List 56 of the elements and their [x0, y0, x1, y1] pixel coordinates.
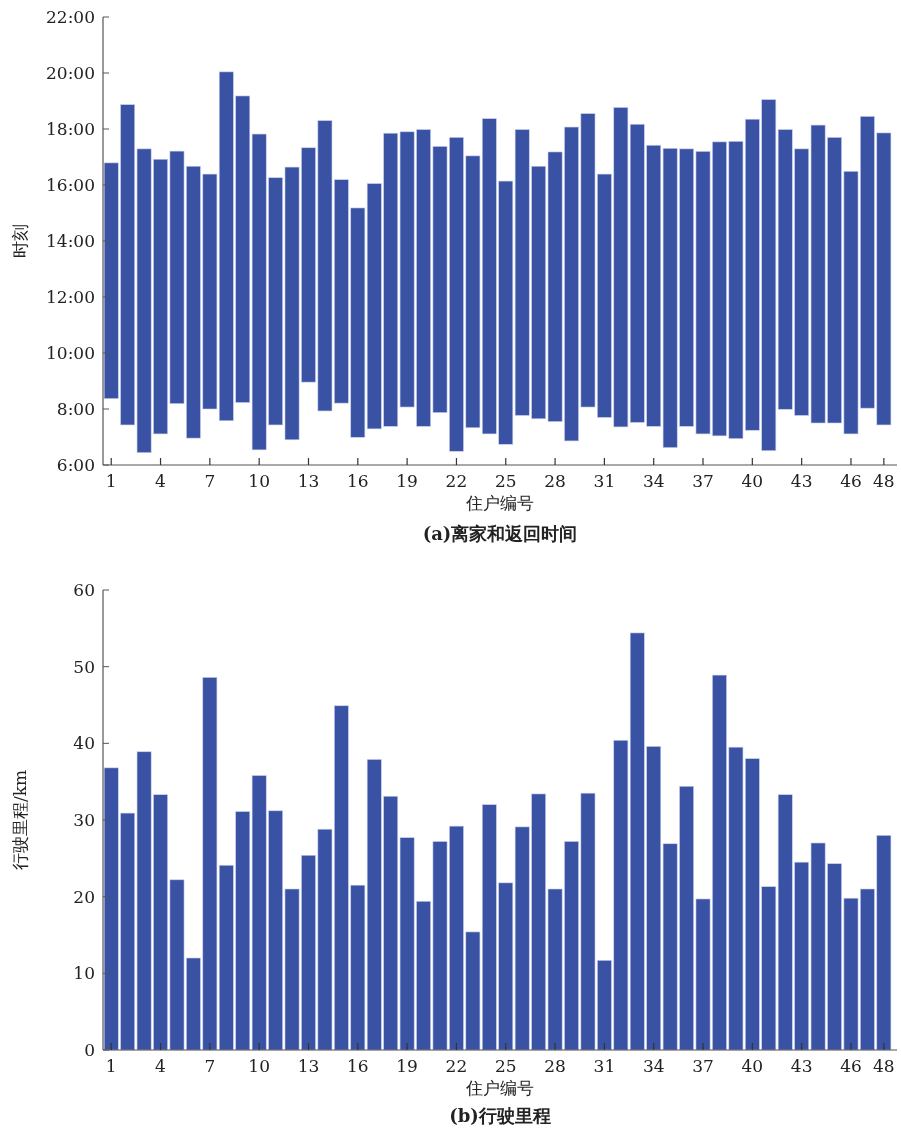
x-tick-label: 40 — [741, 1056, 764, 1076]
x-tick-label: 28 — [544, 471, 566, 491]
x-tick-label: 16 — [346, 471, 369, 491]
y-tick-label: 14:00 — [46, 231, 95, 251]
y-tick-label: 8:00 — [56, 399, 95, 419]
y-tick-label: 40 — [73, 733, 95, 754]
x-tick-label: 1 — [105, 471, 117, 491]
x-tick-label: 7 — [204, 471, 216, 491]
x-tick-label: 43 — [790, 1056, 813, 1076]
x-tick-label: 10 — [248, 1056, 270, 1076]
x-tick-label: 22 — [445, 1056, 468, 1076]
x-tick-label: 4 — [155, 471, 166, 491]
x-tick-label: 13 — [297, 1056, 320, 1076]
x-tick-label: 48 — [873, 471, 895, 491]
x-tick-label: 19 — [396, 1056, 418, 1076]
y-tick-label: 20 — [73, 886, 95, 907]
text: (b)行驶里程 — [449, 1105, 551, 1126]
y-tick-label: 10:00 — [46, 343, 95, 363]
x-tick-label: 37 — [692, 1056, 714, 1076]
y-tick-label: 18:00 — [46, 119, 95, 139]
y-tick-label: 10 — [73, 963, 95, 984]
y-tick-label: 30 — [73, 810, 95, 830]
y-tick-label: 60 — [73, 580, 95, 600]
x-tick-label: 16 — [346, 1056, 369, 1076]
y-axis-title: 时刻 — [10, 224, 30, 258]
y-tick-label: 0 — [84, 1040, 95, 1060]
y-tick-label: 6:00 — [56, 455, 95, 475]
y-axis-title: 行驶里程/km — [10, 769, 30, 871]
x-tick-label: 4 — [155, 1056, 166, 1076]
x-axis-title: 住户编号 — [465, 493, 534, 513]
x-tick-label: 25 — [494, 1056, 517, 1076]
x-tick-label: 37 — [692, 471, 714, 491]
x-tick-label: 10 — [248, 471, 270, 491]
x-axis-title: 住户编号 — [465, 1078, 534, 1098]
x-tick-label: 1 — [105, 1056, 117, 1076]
y-tick-label: 50 — [73, 656, 95, 677]
y-tick-label: 22:00 — [46, 7, 95, 27]
x-tick-label: 34 — [642, 1056, 665, 1076]
y-tick-label: 20:00 — [46, 63, 95, 83]
x-tick-label: 34 — [642, 471, 665, 491]
x-tick-label: 31 — [593, 1056, 616, 1076]
x-tick-label: 48 — [873, 1056, 895, 1076]
x-tick-label: 28 — [544, 1056, 566, 1076]
x-tick-label: 40 — [741, 471, 764, 491]
x-tick-label: 43 — [790, 471, 813, 491]
x-tick-label: 46 — [840, 1056, 862, 1076]
x-tick-label: 7 — [204, 1056, 216, 1076]
text: (a)离家和返回时间 — [422, 523, 578, 544]
x-tick-label: 31 — [593, 471, 616, 491]
x-tick-label: 13 — [297, 471, 320, 491]
x-tick-label: 25 — [494, 471, 517, 491]
x-tick-label: 22 — [445, 471, 468, 491]
y-tick-label: 12:00 — [46, 287, 95, 307]
x-tick-label: 19 — [396, 471, 418, 491]
x-tick-label: 46 — [840, 471, 862, 491]
y-tick-label: 16:00 — [46, 175, 95, 195]
